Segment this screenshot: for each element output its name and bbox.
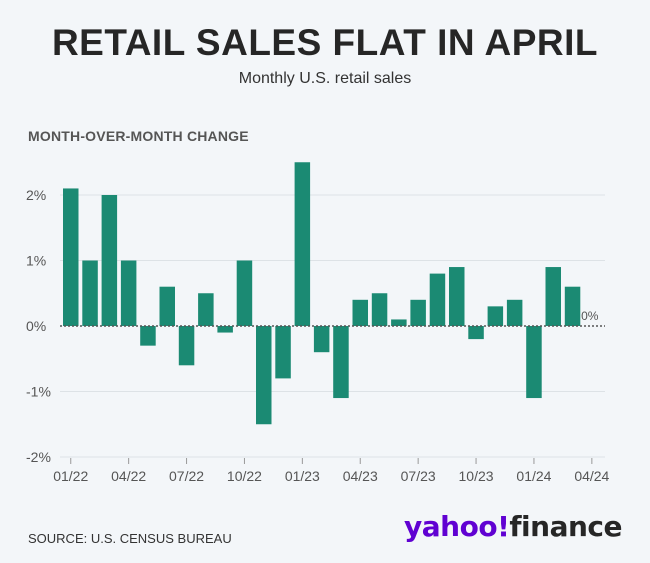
bar: [371, 293, 388, 326]
bar: [526, 326, 542, 399]
bar: [275, 326, 291, 379]
bar: [82, 260, 98, 326]
bar: [545, 267, 561, 326]
bar: [236, 260, 253, 326]
bar: [429, 273, 446, 326]
chart-title: RETAIL SALES FLAT IN APRIL: [51, 22, 599, 63]
bar: [410, 299, 426, 326]
bar: [352, 299, 368, 326]
bar: [391, 319, 407, 326]
bar: [449, 267, 465, 326]
yahoo-finance-logo: yahoo!finance: [404, 510, 622, 543]
y-tick-label: 2%: [26, 187, 46, 203]
bar: [217, 326, 233, 333]
x-tick-label: 04/22: [111, 468, 146, 484]
bar: [120, 260, 137, 326]
bar: [313, 326, 330, 353]
bar: [63, 188, 79, 326]
y-tick-label: 0%: [26, 318, 46, 334]
last-value-label: 0%: [581, 309, 599, 323]
y-tick-label: -1%: [26, 384, 51, 400]
bar: [159, 286, 175, 326]
x-tick-label: 10/23: [459, 468, 494, 484]
bar: [198, 293, 214, 326]
x-tick-label: 04/24: [574, 468, 609, 484]
bar: [140, 326, 156, 346]
bar: [468, 326, 484, 340]
bar: [333, 326, 349, 399]
bar: [506, 299, 523, 326]
y-axis-label: MONTH-OVER-MONTH CHANGE: [28, 128, 249, 144]
y-tick-label: 1%: [26, 253, 46, 269]
bar: [294, 162, 311, 326]
x-tick-label: 01/24: [516, 468, 551, 484]
chart-subtitle: Monthly U.S. retail sales: [238, 70, 412, 87]
x-tick-label: 01/22: [53, 468, 88, 484]
logo-primary: yahoo!: [404, 510, 510, 543]
source-note: SOURCE: U.S. CENSUS BUREAU: [28, 531, 232, 546]
bar: [178, 326, 195, 366]
bar: [256, 326, 272, 425]
x-tick-label: 07/22: [169, 468, 204, 484]
bar: [487, 306, 504, 326]
y-tick-label: -2%: [26, 449, 51, 465]
logo-secondary: finance: [509, 510, 622, 543]
x-tick-label: 04/23: [343, 468, 378, 484]
x-tick-label: 10/22: [227, 468, 262, 484]
x-tick-label: 07/23: [401, 468, 436, 484]
bar: [564, 286, 581, 326]
bar: [101, 195, 118, 326]
x-tick-label: 01/23: [285, 468, 320, 484]
